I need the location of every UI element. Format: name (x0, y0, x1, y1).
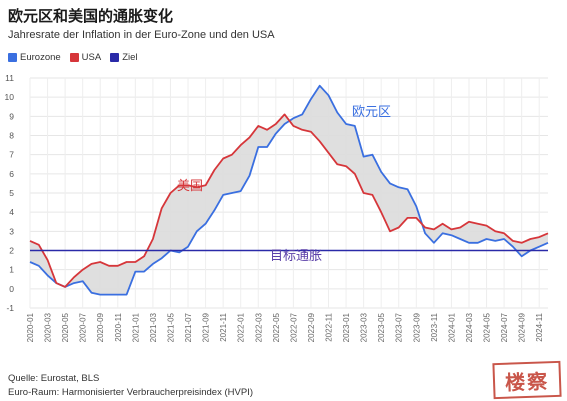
y-tick-label: 9 (9, 111, 14, 121)
y-tick-label: 2 (9, 246, 14, 256)
methodology-note: Euro-Raum: Harmonisierter Verbraucherpre… (8, 387, 253, 398)
y-tick-label: 5 (9, 188, 14, 198)
x-tick-label: 2022-09 (307, 312, 316, 342)
x-tick-label: 2024-01 (447, 312, 456, 342)
x-tick-label: 2020-09 (96, 312, 105, 342)
x-tick-label: 2024-11 (535, 312, 544, 341)
x-tick-label: 2020-03 (44, 312, 53, 342)
legend-item-usa[interactable]: USA (69, 52, 102, 63)
tick-layer: -1 0 1 2 3 4 5 6 7 8 9 10 11 2020-01 2020-03 2020-05 202… (5, 73, 545, 342)
x-tick-label: 2023-09 (412, 312, 421, 342)
y-tick-label: -1 (6, 303, 14, 313)
x-tick-label: 2022-01 (237, 312, 246, 342)
legend-item-eurozone[interactable]: Eurozone (8, 52, 61, 63)
annotation-usa: 美国 (177, 179, 203, 194)
chart-title: 欧元区和美国的通胀变化 (8, 7, 174, 25)
y-tick-label: 6 (9, 169, 14, 179)
legend-swatch-usa (69, 53, 79, 62)
chart-subtitle: Jahresrate der Inflation in der Euro-Zon… (8, 29, 275, 41)
x-tick-label: 2023-05 (377, 312, 386, 342)
y-tick-label: 10 (5, 92, 15, 102)
x-tick-label: 2024-09 (518, 312, 527, 342)
fill-layer (30, 85, 548, 295)
x-tick-label: 2020-05 (61, 312, 70, 342)
x-tick-label: 2022-03 (254, 312, 263, 342)
series-line-usa (29, 113, 549, 288)
source-note: Quelle: Eurostat, BLS (8, 373, 100, 384)
y-tick-label: 4 (9, 207, 14, 217)
y-tick-label: 7 (9, 150, 14, 160)
legend-item-ziel[interactable]: Ziel (110, 52, 138, 63)
x-tick-label: 2020-01 (26, 312, 35, 342)
x-tick-label: 2021-11 (219, 312, 228, 341)
y-tick-label: 1 (9, 265, 14, 275)
line-layer (29, 84, 549, 296)
annotation-layer: 欧元区 美国 目标通胀 (177, 105, 391, 264)
x-tick-label: 2022-11 (325, 312, 334, 341)
x-tick-label: 2023-07 (395, 312, 404, 342)
x-tick-label: 2023-01 (342, 312, 351, 342)
annotation-eurozone: 欧元区 (352, 105, 391, 120)
y-tick-label: 8 (9, 131, 14, 141)
x-tick-label: 2024-05 (483, 312, 492, 342)
x-tick-label: 2022-07 (289, 312, 298, 342)
x-tick-label: 2021-05 (166, 312, 175, 342)
x-tick-label: 2024-07 (500, 312, 509, 342)
y-tick-label: 0 (9, 284, 14, 294)
x-tick-label: 2021-09 (202, 312, 211, 342)
x-tick-label: 2023-03 (360, 312, 369, 342)
y-tick-label: 11 (5, 73, 14, 83)
legend-swatch-eurozone (8, 53, 17, 62)
x-tick-label: 2020-11 (114, 312, 123, 341)
x-tick-label: 2024-03 (465, 312, 474, 342)
legend-label-ziel: Ziel (122, 52, 138, 63)
legend-label-eurozone: Eurozone (20, 52, 61, 63)
legend-label-usa: USA (81, 52, 102, 63)
x-tick-label: 2021-01 (131, 312, 140, 342)
x-tick-label: 2020-07 (79, 312, 88, 342)
watermark-stamp: 楼察 (492, 360, 562, 400)
x-tick-label: 2021-03 (149, 312, 158, 342)
y-tick-label: 3 (9, 226, 14, 236)
x-tick-label: 2021-07 (184, 312, 193, 342)
annotation-target: 目标通胀 (270, 249, 322, 264)
legend-swatch-ziel (110, 53, 120, 62)
x-tick-label: 2023-11 (430, 312, 439, 341)
x-tick-label: 2022-05 (272, 312, 281, 342)
gap-area (30, 85, 548, 295)
legend: Eurozone USA Ziel (8, 52, 138, 63)
